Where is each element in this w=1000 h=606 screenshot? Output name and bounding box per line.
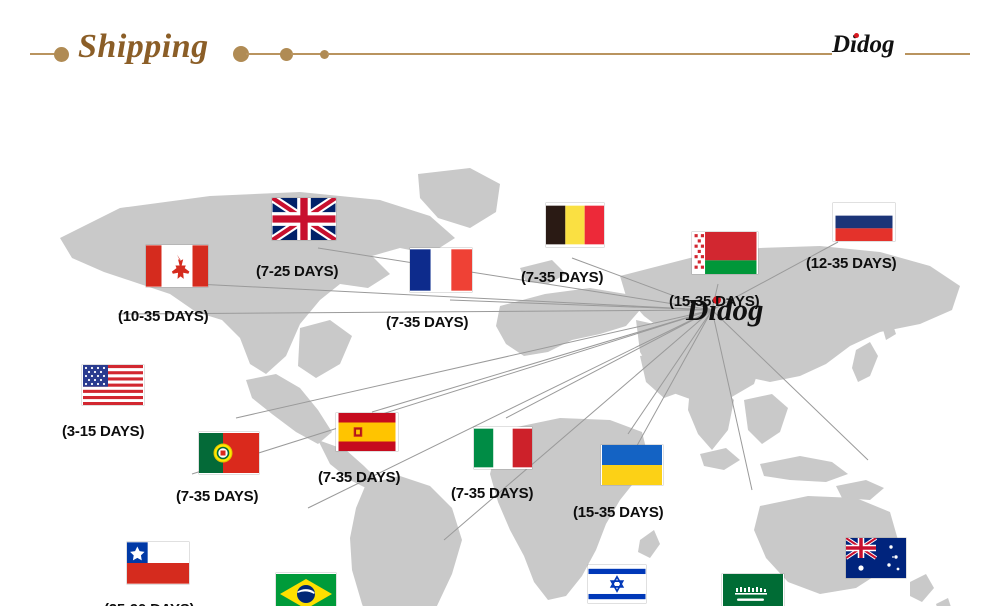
flag-russia [833,203,895,241]
flag-ukraine [601,445,663,485]
shipping-route-lines [117,241,869,541]
shipping-days-label-france: (7-35 DAYS) [386,314,469,331]
shipping-days-label-chile: (25-90 DAYS) [104,601,195,606]
flag-belarus [692,232,758,274]
flag-france [410,248,472,292]
hub-brand-logo: Didog [686,294,786,338]
shipping-days-label-belgium: (7-35 DAYS) [521,269,604,286]
header-rule-right [905,53,970,55]
header-dot-3 [320,50,329,59]
flag-chile [127,542,189,584]
brand-logo-header: Didog [832,32,904,68]
shipping-days-label-spain: (7-35 DAYS) [318,469,401,486]
flag-brazil [276,573,336,606]
brand-accent-dot-map [713,296,721,304]
flag-belgium [546,203,604,247]
flag-uk [272,198,336,240]
shipping-days-label-ukraine: (15-35 DAYS) [573,504,664,521]
world-map: Didog [0,88,1000,606]
flag-spain [336,413,398,451]
header-dot-2 [280,48,293,61]
shipping-days-label-portugal: (7-35 DAYS) [176,488,259,505]
shipping-days-label-italy: (7-35 DAYS) [451,485,534,502]
flag-israel [588,565,646,603]
brand-accent-dot-header [854,33,859,38]
shipping-days-label-uk: (7-25 DAYS) [256,263,339,280]
flag-portugal [199,432,259,474]
flag-australia [846,538,906,578]
page-title: Shipping [78,28,209,65]
page-header: Shipping Didog [0,0,1000,90]
shipping-days-label-canada: (10-35 DAYS) [118,308,209,325]
flag-canada [146,245,208,287]
shipping-days-label-russia: (12-35 DAYS) [806,255,897,272]
header-rule-left [30,53,58,55]
flag-saudi [722,574,784,606]
flag-usa [82,365,144,405]
brand-logo-header-text: Didog [832,31,895,58]
hub-brand-logo-text: Didog [686,292,764,327]
header-rule-seg-1 [246,53,286,55]
header-rule-main [327,53,832,55]
header-rule-seg-2 [291,53,323,55]
shipping-days-label-belarus: (15-35 DAYS) [669,293,760,310]
header-dot-1 [233,46,249,62]
header-dot-left [54,47,69,62]
flag-italy [474,427,532,469]
shipping-days-label-usa: (3-15 DAYS) [62,423,145,440]
